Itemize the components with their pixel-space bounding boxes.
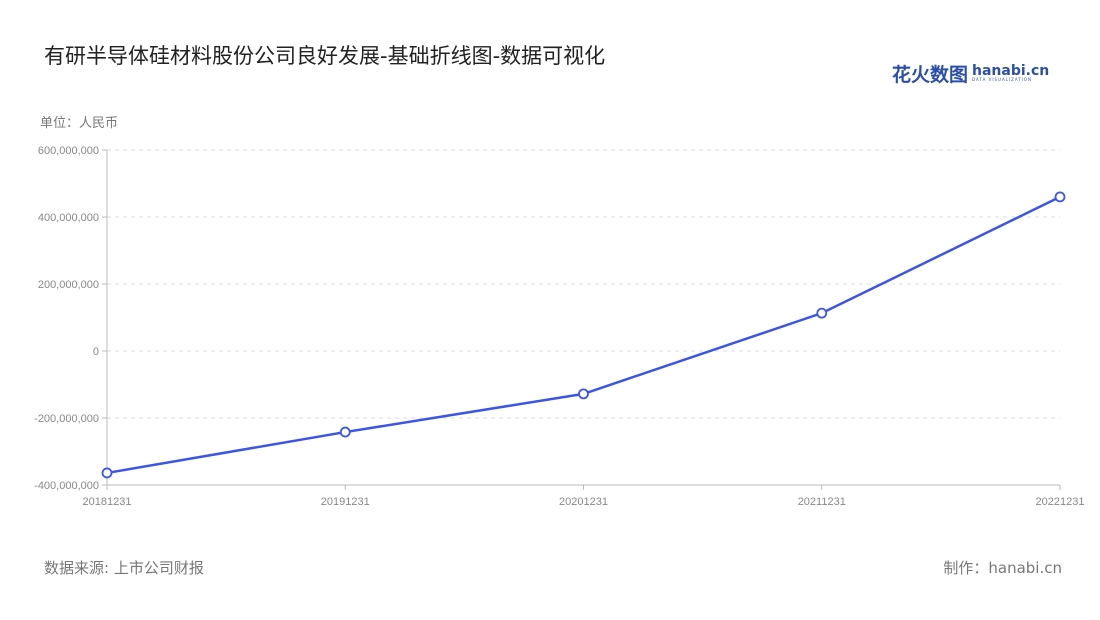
credit: 制作：hanabi.cn xyxy=(943,559,1062,577)
y-tick-label: 400,000,000 xyxy=(38,212,99,224)
data-point xyxy=(101,467,113,479)
chart-title: 有研半导体硅材料股份公司良好发展-基础折线图-数据可视化 xyxy=(44,44,606,68)
data-point xyxy=(816,307,828,319)
series-line xyxy=(106,195,1061,475)
logo-cn: 花火数图 xyxy=(892,64,969,86)
x-tick-label: 20181231 xyxy=(83,496,132,508)
x-tick-label: 20191231 xyxy=(321,496,370,508)
logo-sub: DATA VISUALIZATION xyxy=(972,77,1033,82)
logo: 花火数图 hanabi.cn DATA VISUALIZATION xyxy=(892,60,1049,87)
y-tick-label: 200,000,000 xyxy=(38,279,99,291)
x-tick-label: 20221231 xyxy=(1036,496,1085,508)
y-tick-label: -400,000,000 xyxy=(34,480,99,492)
x-tick-label: 20211231 xyxy=(798,496,846,508)
y-axis-label: 单位：人民币 xyxy=(40,116,119,131)
data-point xyxy=(1054,191,1066,203)
y-tick-label: 0 xyxy=(93,346,99,358)
data-point xyxy=(578,388,589,400)
y-tick-label: 600,000,000 xyxy=(38,145,99,157)
data-point xyxy=(339,426,351,438)
logo-en: hanabi.cn xyxy=(972,63,1050,79)
data-source: 数据来源: 上市公司财报 xyxy=(44,559,204,577)
y-tick-label: -200,000,000 xyxy=(34,413,99,425)
x-tick-label: 20201231 xyxy=(559,496,608,508)
